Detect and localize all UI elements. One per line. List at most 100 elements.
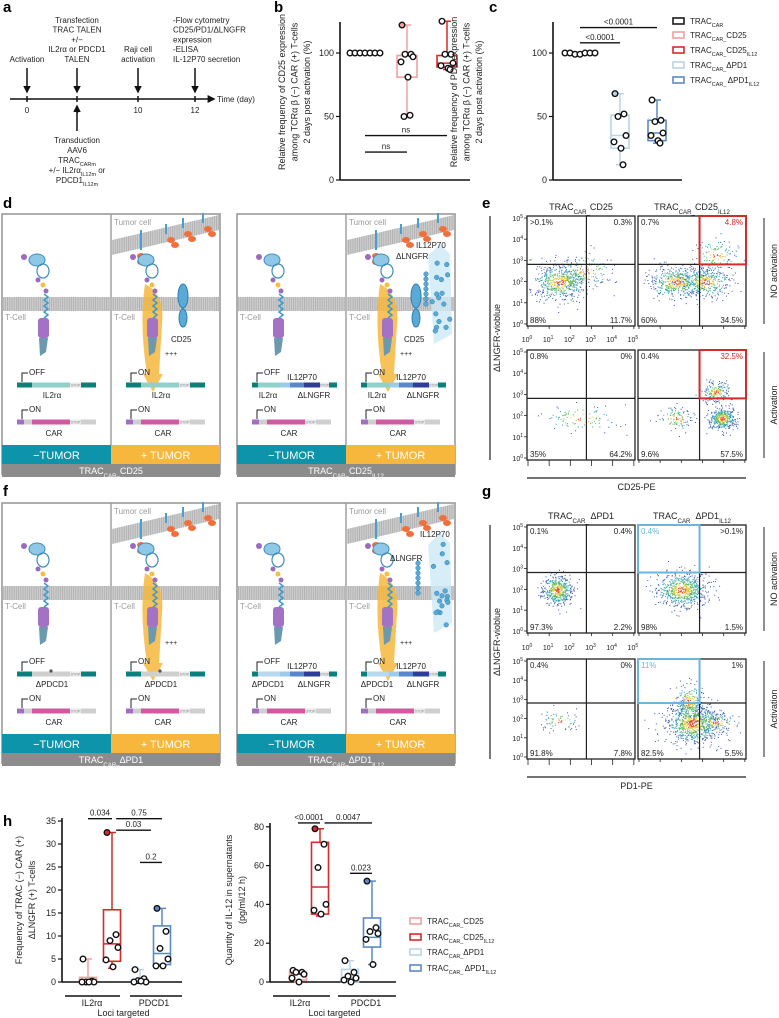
event-dot	[552, 597, 554, 599]
legend: TRACCAR_CD25TRACCAR_CD25IL12TRACCAR_ΔPD1…	[409, 917, 496, 976]
event-dot	[554, 260, 556, 262]
event-dot	[552, 294, 554, 296]
data-point	[152, 962, 160, 970]
subscript: CARm	[80, 162, 96, 168]
event-dot	[559, 585, 561, 587]
data-point	[657, 116, 665, 124]
event-dot	[714, 286, 716, 288]
label-part: CD25	[463, 933, 484, 942]
event-dot	[684, 273, 686, 275]
event-dot	[723, 275, 725, 277]
event-dot	[561, 583, 563, 585]
transduction-text: Transduction	[54, 136, 100, 145]
y-axis-label: ΔLNGFR (+) T-cells	[27, 860, 37, 939]
event-dot	[565, 270, 567, 272]
event-dot	[564, 595, 566, 597]
event-dot	[674, 730, 676, 732]
car-domain	[130, 254, 136, 260]
event-dot	[573, 291, 575, 293]
plot-frame	[526, 658, 636, 760]
event-dot	[663, 269, 665, 271]
event-dot	[665, 285, 667, 287]
event-dot	[643, 282, 645, 284]
event-dot	[718, 419, 720, 421]
event-dot	[544, 590, 546, 592]
signaling-domain	[273, 607, 284, 627]
event-dot	[562, 598, 564, 600]
group-TRAC_CAR_CD25	[288, 966, 308, 986]
event-dot	[700, 596, 702, 598]
event-text: Raji cell	[124, 45, 152, 54]
event-dot	[711, 713, 713, 715]
event-dot	[721, 256, 723, 258]
event-dot	[699, 726, 701, 728]
minus-tumor-bar	[2, 734, 111, 753]
plus-tumor-bar	[111, 734, 220, 753]
event-dot	[548, 285, 550, 287]
event-dot	[686, 596, 688, 598]
event-dot	[683, 596, 685, 598]
event-dot	[680, 607, 682, 609]
construct-name: TRACCAR–ΔPD1IL12	[308, 755, 385, 769]
event-dot	[717, 413, 719, 415]
event-dot	[564, 267, 566, 269]
event-dot	[693, 582, 695, 584]
event-dot	[723, 415, 725, 417]
quadrant-percent-ul: >0.1%	[530, 218, 553, 227]
label-part: CD25	[726, 46, 747, 55]
event-dot	[561, 283, 563, 285]
event-dot	[708, 280, 710, 282]
event-dot	[558, 718, 560, 720]
event-dot	[708, 427, 710, 429]
event-dot	[551, 417, 553, 419]
event-dot	[721, 381, 723, 383]
event-dot	[719, 585, 721, 587]
event-dot	[551, 721, 553, 723]
event-dot	[558, 416, 560, 418]
event-dot	[726, 411, 728, 413]
event-dot	[558, 286, 560, 288]
car-domain	[152, 577, 158, 583]
event-dot	[669, 720, 671, 722]
event-dot	[557, 581, 559, 583]
car-segment	[32, 708, 70, 714]
event-dot	[656, 592, 658, 594]
event-dot	[569, 574, 571, 576]
event-dot	[556, 281, 558, 283]
event-dot	[684, 600, 686, 602]
event-dot	[681, 417, 683, 419]
event-dot	[685, 584, 687, 586]
event-dot	[719, 386, 721, 388]
gene-segment	[133, 708, 141, 714]
label-part: CD25	[349, 466, 372, 476]
event-dot	[671, 275, 673, 277]
event-dot	[546, 592, 548, 594]
y-axis-label: Quantity of IL-12 in supernatants	[224, 834, 234, 965]
event-dot	[701, 284, 703, 286]
event-dot	[728, 267, 730, 269]
event-dot	[542, 292, 544, 294]
scfv-domain	[36, 263, 50, 279]
event-dot	[578, 579, 580, 581]
event-dot	[698, 737, 700, 739]
event-dot	[688, 712, 690, 714]
event-dot	[706, 716, 708, 718]
event-dot	[714, 392, 716, 394]
event-dot	[678, 280, 680, 282]
event-dot	[578, 294, 580, 296]
event-dot	[713, 393, 715, 395]
day-label: 12	[191, 106, 200, 115]
event-dot	[693, 729, 695, 731]
transduction-text: +/− IL2rαIL12m or	[49, 166, 106, 178]
event-dot	[695, 726, 697, 728]
event-dot	[699, 276, 701, 278]
event-dot	[554, 428, 556, 430]
promoter-state: ON	[264, 405, 276, 414]
event-dot	[558, 594, 560, 596]
event-dot	[667, 265, 669, 267]
event-dot	[737, 413, 739, 415]
car-domain	[278, 577, 284, 583]
event-dot	[558, 599, 560, 601]
antigen-domain	[439, 226, 447, 232]
